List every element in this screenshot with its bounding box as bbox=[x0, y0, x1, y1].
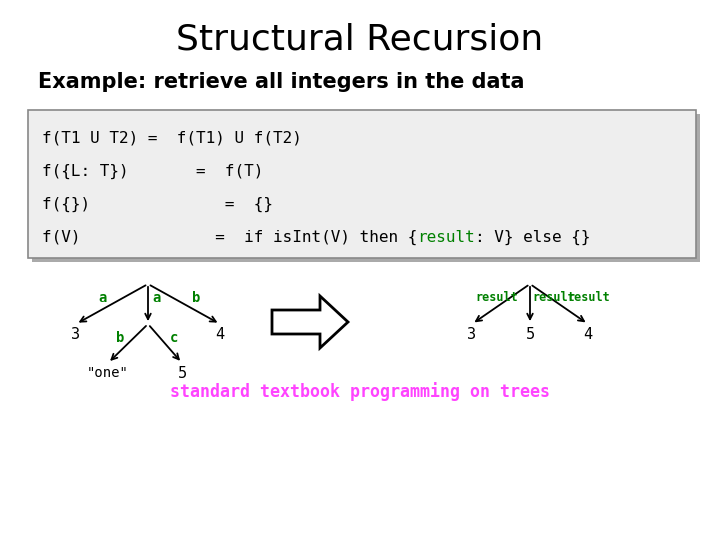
Text: f({})              =  {}: f({}) = {} bbox=[42, 197, 273, 212]
Text: 5: 5 bbox=[526, 327, 534, 342]
Text: result: result bbox=[532, 291, 575, 304]
FancyBboxPatch shape bbox=[32, 114, 700, 262]
Text: a: a bbox=[152, 291, 161, 305]
Text: standard textbook programming on trees: standard textbook programming on trees bbox=[170, 382, 550, 402]
Text: 5: 5 bbox=[177, 366, 186, 381]
FancyBboxPatch shape bbox=[28, 110, 696, 258]
Text: 3: 3 bbox=[467, 327, 477, 342]
Text: "one": "one" bbox=[87, 366, 129, 380]
Text: result: result bbox=[475, 291, 518, 304]
Text: c: c bbox=[170, 330, 179, 345]
Text: f(V)              =  if isInt(V) then {: f(V) = if isInt(V) then { bbox=[42, 230, 418, 245]
Text: Structural Recursion: Structural Recursion bbox=[176, 23, 544, 57]
Polygon shape bbox=[272, 296, 348, 348]
Text: result: result bbox=[418, 230, 475, 245]
Text: result: result bbox=[567, 291, 610, 304]
Text: f(T1 U T2) =  f(T1) U f(T2): f(T1 U T2) = f(T1) U f(T2) bbox=[42, 131, 302, 145]
Text: a: a bbox=[98, 291, 107, 305]
Text: 3: 3 bbox=[71, 327, 81, 342]
Text: b: b bbox=[116, 330, 125, 345]
Text: : V} else {}: : V} else {} bbox=[475, 230, 590, 245]
Text: b: b bbox=[192, 291, 200, 305]
Text: 4: 4 bbox=[215, 327, 225, 342]
Text: f({L: T})       =  f(T): f({L: T}) = f(T) bbox=[42, 164, 264, 179]
Text: Example: retrieve all integers in the data: Example: retrieve all integers in the da… bbox=[38, 72, 524, 92]
Text: 4: 4 bbox=[583, 327, 593, 342]
